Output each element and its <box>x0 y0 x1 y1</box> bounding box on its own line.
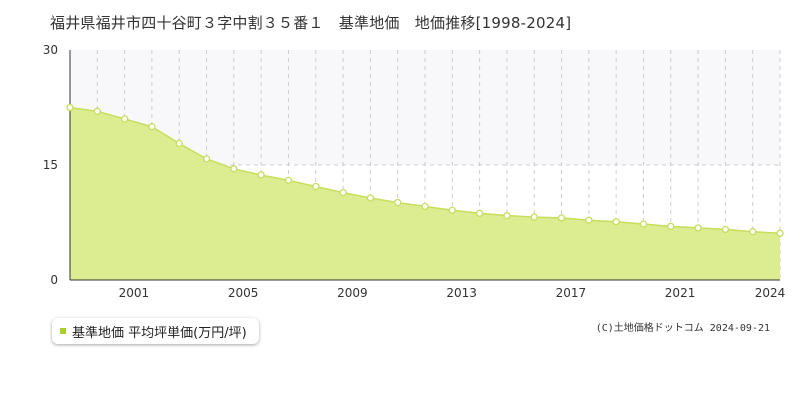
y-tick-labels: 0 15 30 <box>43 43 58 287</box>
data-point <box>530 213 538 221</box>
data-point <box>366 194 375 202</box>
legend-label: 基準地価 平均坪単価(万円/坪) <box>72 325 247 341</box>
data-point <box>175 139 183 148</box>
data-point <box>421 202 429 211</box>
data-point <box>202 155 211 163</box>
data-point <box>557 214 566 222</box>
x-tick-labels: 2001 2005 2009 2013 2017 2021 2024 <box>119 286 786 300</box>
copyright: (C)土地価格ドットコム 2024-09-21 <box>595 323 770 334</box>
data-point <box>721 225 730 234</box>
data-point <box>639 220 648 228</box>
y-tick-label: 0 <box>50 273 58 287</box>
data-point <box>257 171 265 179</box>
x-tick-label: 2021 <box>665 286 696 300</box>
x-tick-label: 2024 <box>755 286 786 300</box>
data-point <box>148 123 156 131</box>
data-point <box>749 228 757 236</box>
data-point <box>667 222 675 230</box>
data-point <box>93 107 101 115</box>
chart-title: 福井県福井市四十谷町３字中割３５番１ 基準地価 地価推移[1998-2024] <box>50 14 572 32</box>
y-tick-label: 15 <box>43 158 58 172</box>
data-point <box>66 103 74 112</box>
data-point <box>776 229 784 237</box>
legend: 基準地価 平均坪単価(万円/坪) <box>52 318 259 344</box>
data-point <box>394 198 402 207</box>
price-area <box>70 107 780 280</box>
data-point <box>503 211 511 220</box>
data-point <box>120 115 129 123</box>
data-point <box>612 218 620 226</box>
legend-swatch <box>60 328 66 334</box>
data-point <box>312 182 320 191</box>
data-points <box>66 103 784 237</box>
x-tick-label: 2001 <box>119 286 150 300</box>
x-tick-label: 2009 <box>337 286 368 300</box>
x-tick-label: 2013 <box>446 286 477 300</box>
x-tick-label: 2005 <box>228 286 259 300</box>
data-point <box>230 165 238 173</box>
data-point <box>284 176 293 184</box>
y-tick-label: 30 <box>43 43 58 57</box>
x-tick-label: 2017 <box>556 286 587 300</box>
data-point <box>694 224 702 232</box>
data-point <box>585 216 593 224</box>
data-point <box>448 206 456 214</box>
data-point <box>339 188 347 197</box>
data-point <box>475 209 484 217</box>
